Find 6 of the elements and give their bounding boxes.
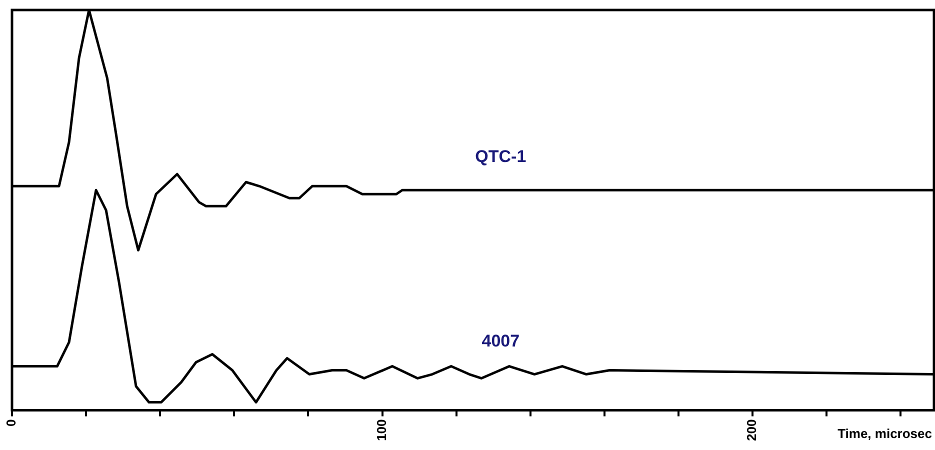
x-tick-label: 100 <box>374 419 389 442</box>
x-axis-title: Time, microsec <box>838 426 932 441</box>
series-label: 4007 <box>482 331 520 350</box>
x-tick-label: 200 <box>744 419 760 442</box>
series-label: QTC-1 <box>475 147 526 166</box>
x-tick-label: 0 <box>4 419 19 427</box>
